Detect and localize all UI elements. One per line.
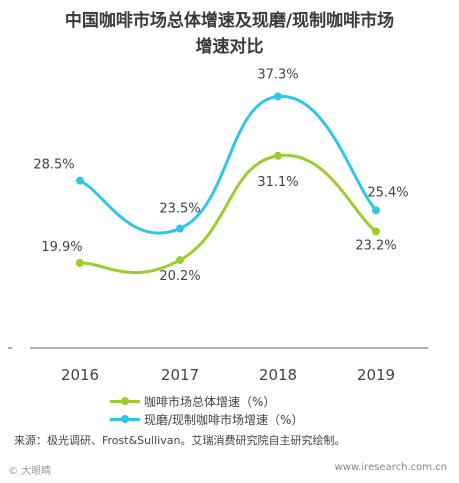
data-label-overall-growth: 31.1% [257, 175, 298, 190]
series-line-fresh-coffee-growth [79, 94, 378, 235]
x-tick-label: 2018 [259, 366, 297, 384]
legend-item-fresh: 现磨/现制咖啡市场增速（%） [110, 410, 303, 428]
legend-label-overall: 咖啡市场总体增速（%） [144, 394, 276, 409]
data-point-overall-growth [274, 151, 282, 160]
legend-item-overall: 咖啡市场总体增速（%） [110, 392, 303, 410]
source-note: 来源：极光调研、Frost&Sullivan。艾瑞消费研究院自主研究绘制。 [14, 434, 346, 447]
series-line-overall-growth [79, 153, 377, 275]
data-label-overall-growth: 23.2% [355, 238, 396, 253]
line-chart: 2016 2017 2018 2019 19.9% 20.2% 31.1% 23.2% 28.5… [8, 67, 428, 384]
x-tick-label: 2017 [161, 366, 199, 384]
data-label-fresh-coffee-growth: 37.3% [257, 67, 298, 82]
legend-swatch-fresh [110, 413, 140, 425]
data-point-overall-growth [372, 227, 380, 236]
x-tick-label: 2016 [61, 366, 99, 384]
data-label-fresh-coffee-growth: 28.5% [33, 158, 74, 173]
legend-swatch-overall [110, 395, 140, 407]
chart-title: 中国咖啡市场总体增速及现磨/现制咖啡市场 增速对比 [0, 8, 459, 60]
data-label-overall-growth: 20.2% [159, 269, 200, 284]
data-point-overall-growth [176, 256, 184, 265]
chart-legend: 咖啡市场总体增速（%） 现磨/现制咖啡市场增速（%） [110, 392, 303, 428]
chart-title-line2: 增速对比 [195, 37, 264, 57]
data-point-overall-growth [76, 258, 84, 267]
data-point-fresh-coffee-growth [274, 92, 282, 101]
legend-label-fresh: 现磨/现制咖啡市场增速（%） [144, 412, 304, 427]
data-point-fresh-coffee-growth [372, 206, 380, 215]
x-tick-label: 2019 [357, 366, 395, 384]
data-point-fresh-coffee-growth [76, 176, 84, 185]
watermark-left: © 大眼睛 [8, 466, 52, 477]
data-label-fresh-coffee-growth: 23.5% [159, 202, 200, 217]
data-label-fresh-coffee-growth: 25.4% [367, 185, 408, 200]
watermark-url: www.iresearch.com.cn [334, 462, 447, 473]
chart-title-line1: 中国咖啡市场总体增速及现磨/现制咖啡市场 [64, 11, 395, 31]
data-point-fresh-coffee-growth [176, 224, 184, 233]
data-label-overall-growth: 19.9% [41, 240, 82, 255]
